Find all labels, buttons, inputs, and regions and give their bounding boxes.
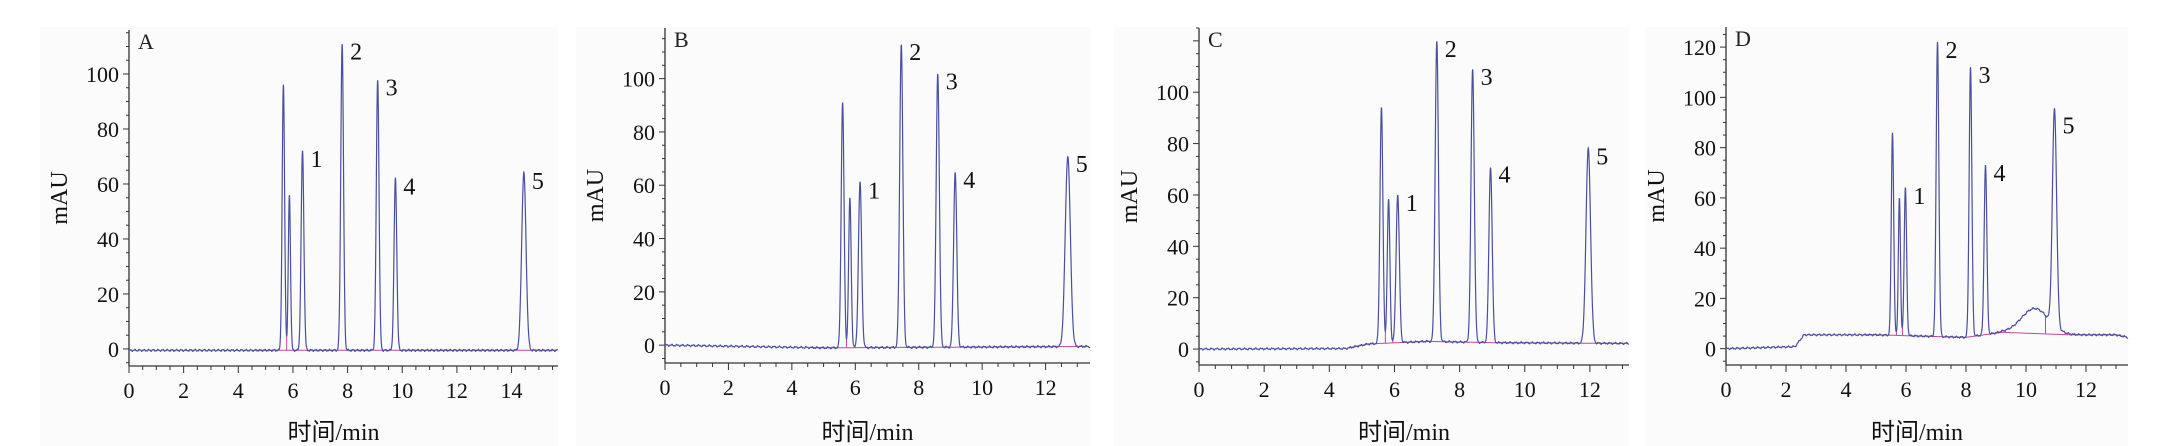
chromatogram-trace	[664, 44, 1091, 350]
y-tick-label: 0	[108, 337, 119, 362]
x-tick-label: 0	[124, 378, 135, 403]
panel-letter: D	[1735, 26, 1751, 51]
peak-label: 1	[311, 147, 323, 173]
chromatogram-trace	[1725, 41, 2129, 351]
peak-label: 2	[1946, 38, 1958, 64]
x-tick-label: 2	[1781, 377, 1792, 402]
x-tick-label: 0	[660, 375, 671, 400]
y-tick-label: 60	[1167, 183, 1189, 208]
y-tick-label: 80	[633, 120, 655, 145]
x-tick-label: 4	[1324, 377, 1335, 402]
peak-label: 5	[2063, 113, 2075, 139]
peak-label: 4	[963, 168, 975, 194]
panel-letter: B	[674, 27, 689, 52]
x-tick-label: 4	[1841, 377, 1852, 402]
panel-letter: C	[1208, 27, 1223, 52]
y-tick-label: 20	[633, 280, 655, 305]
panel-letter: A	[138, 29, 154, 54]
x-tick-label: 4	[786, 375, 797, 400]
peak-label: 4	[1994, 161, 2006, 187]
x-tick-label: 10	[971, 375, 993, 400]
y-axis-title: mAU	[47, 171, 73, 224]
integration-baseline	[1348, 340, 1628, 349]
x-axis-title: 时间/min	[1358, 419, 1450, 446]
chromatogram-panel-b: 0 20 40 60 80 100 0 2 4 6 8 10 12 时间/min mAU B 1 2 3 4 5	[576, 27, 1091, 446]
y-tick-label: 40	[97, 227, 119, 252]
chromatogram-trace	[1198, 41, 1630, 351]
y-tick-label: 40	[1694, 236, 1716, 261]
x-axis-title: 时间/min	[1871, 419, 1963, 446]
y-tick-label: 40	[633, 227, 655, 252]
peak-label: 5	[532, 169, 544, 195]
peak-label: 3	[386, 75, 398, 101]
chromatogram-panel-d: 0 20 40 60 80 100 120 0 2 4 6 8 10 12 时间/min mAU D 1 2 3 4 5	[1644, 26, 2129, 446]
peak-label: 2	[909, 40, 921, 66]
y-tick-label: 120	[1683, 35, 1716, 60]
x-tick-label: 10	[2015, 377, 2037, 402]
x-tick-label: 8	[1961, 377, 1972, 402]
peak-label: 2	[1445, 37, 1457, 63]
x-axis-title: 时间/min	[287, 419, 379, 446]
y-tick-label: 80	[97, 117, 119, 142]
y-tick-label: 60	[633, 173, 655, 198]
x-tick-label: 2	[1259, 377, 1270, 402]
peak-label: 4	[1499, 163, 1511, 189]
y-tick-label: 20	[97, 282, 119, 307]
x-tick-label: 12	[2075, 377, 2097, 402]
x-tick-label: 8	[342, 378, 353, 403]
x-tick-label: 6	[287, 378, 298, 403]
y-tick-label: 60	[97, 172, 119, 197]
chromatogram-panel-c: 0 20 40 60 80 100 0 2 4 6 8 10 12 时间/min mAU C 1 2 3 4 5	[1114, 27, 1630, 446]
peak-label: 1	[1913, 184, 1925, 210]
peak-label: 3	[1481, 65, 1493, 91]
chromatogram-panel-a: 0 20 40 60 80 100 0 2 4 6 8 10 12 14 时间/min mAU A 1 2 3 4 5	[40, 27, 559, 446]
x-tick-label: 14	[501, 378, 523, 403]
y-tick-label: 100	[86, 62, 119, 87]
x-tick-label: 4	[233, 378, 244, 403]
x-tick-label: 10	[391, 378, 413, 403]
x-tick-label: 2	[178, 378, 189, 403]
x-tick-label: 12	[1579, 377, 1601, 402]
x-axis-title: 时间/min	[821, 419, 913, 446]
x-tick-label: 8	[913, 375, 924, 400]
peak-label: 3	[1979, 63, 1991, 89]
y-tick-label: 100	[1156, 80, 1189, 105]
y-tick-label: 20	[1167, 286, 1189, 311]
y-tick-label: 20	[1694, 286, 1716, 311]
peak-label: 3	[946, 69, 958, 95]
peak-label: 1	[1406, 191, 1418, 217]
peak-label: 5	[1596, 145, 1608, 171]
y-tick-label: 100	[1683, 85, 1716, 110]
y-tick-label: 0	[1178, 337, 1189, 362]
chromatogram-trace	[128, 44, 559, 353]
x-tick-label: 12	[446, 378, 468, 403]
x-tick-label: 6	[1389, 377, 1400, 402]
y-tick-label: 40	[1167, 234, 1189, 259]
y-axis-title: mAU	[1644, 169, 1670, 222]
x-tick-label: 8	[1454, 377, 1465, 402]
peak-label: 1	[868, 179, 880, 205]
y-axis-title: mAU	[1117, 170, 1143, 223]
x-tick-label: 0	[1194, 377, 1205, 402]
peak-label: 2	[350, 40, 362, 66]
x-tick-label: 6	[1901, 377, 1912, 402]
peak-label: 4	[403, 174, 415, 200]
y-axis-title: mAU	[583, 169, 609, 222]
x-tick-label: 6	[850, 375, 861, 400]
y-tick-label: 100	[622, 67, 655, 92]
x-tick-label: 10	[1514, 377, 1536, 402]
y-tick-label: 80	[1167, 132, 1189, 157]
peak-label: 5	[1076, 152, 1088, 178]
y-tick-label: 60	[1694, 186, 1716, 211]
y-tick-label: 80	[1694, 136, 1716, 161]
y-tick-label: 0	[644, 333, 655, 358]
x-tick-label: 12	[1035, 375, 1057, 400]
x-tick-label: 2	[723, 375, 734, 400]
x-tick-label: 0	[1721, 377, 1732, 402]
y-tick-label: 0	[1705, 337, 1716, 362]
